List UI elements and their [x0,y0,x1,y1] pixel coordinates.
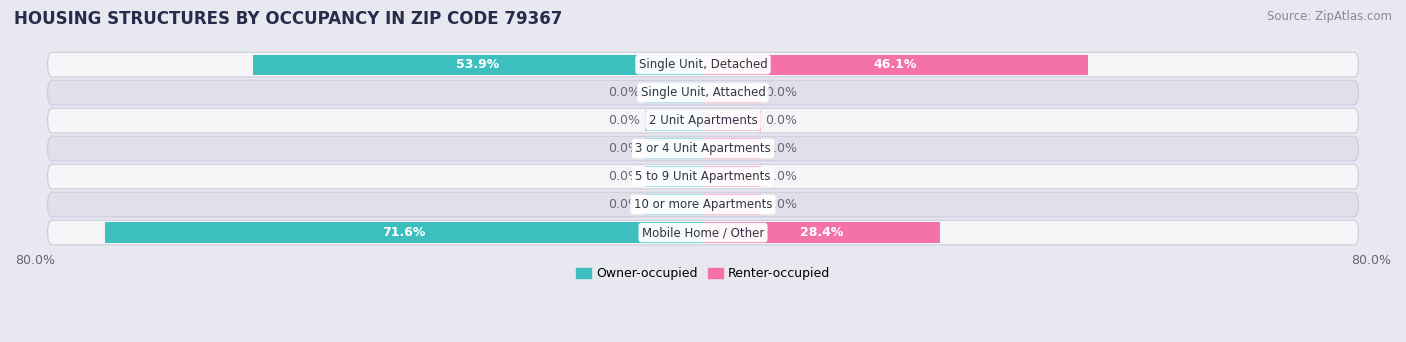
Bar [253,54,703,75]
Text: Mobile Home / Other: Mobile Home / Other [641,226,765,239]
Bar [644,195,703,215]
Text: 0.0%: 0.0% [766,86,797,99]
Bar [105,223,703,242]
FancyBboxPatch shape [48,136,1358,161]
Text: 3 or 4 Unit Apartments: 3 or 4 Unit Apartments [636,142,770,155]
FancyBboxPatch shape [48,80,1358,105]
FancyBboxPatch shape [48,164,1358,189]
Bar [644,139,703,159]
Legend: Owner-occupied, Renter-occupied: Owner-occupied, Renter-occupied [571,262,835,286]
Text: 0.0%: 0.0% [766,198,797,211]
Text: 0.0%: 0.0% [609,170,640,183]
Text: 53.9%: 53.9% [457,58,499,71]
Text: Single Unit, Detached: Single Unit, Detached [638,58,768,71]
Text: 46.1%: 46.1% [873,58,917,71]
FancyBboxPatch shape [48,52,1358,77]
Text: 0.0%: 0.0% [766,170,797,183]
Bar [703,110,762,131]
Text: 0.0%: 0.0% [609,86,640,99]
Text: 5 to 9 Unit Apartments: 5 to 9 Unit Apartments [636,170,770,183]
FancyBboxPatch shape [48,192,1358,217]
Text: 0.0%: 0.0% [609,142,640,155]
Bar [703,195,762,215]
Bar [703,167,762,187]
FancyBboxPatch shape [48,108,1358,133]
Text: 0.0%: 0.0% [609,114,640,127]
Text: Source: ZipAtlas.com: Source: ZipAtlas.com [1267,10,1392,23]
Text: 0.0%: 0.0% [766,114,797,127]
Bar [644,167,703,187]
Bar [644,82,703,103]
Text: 2 Unit Apartments: 2 Unit Apartments [648,114,758,127]
Text: 0.0%: 0.0% [609,198,640,211]
FancyBboxPatch shape [48,220,1358,245]
Bar [703,82,762,103]
Text: 10 or more Apartments: 10 or more Apartments [634,198,772,211]
Text: Single Unit, Attached: Single Unit, Attached [641,86,765,99]
Text: 28.4%: 28.4% [800,226,844,239]
Text: 0.0%: 0.0% [766,142,797,155]
Bar [703,223,941,242]
Text: 71.6%: 71.6% [382,226,426,239]
Bar [703,139,762,159]
Bar [703,54,1088,75]
Bar [644,110,703,131]
Text: HOUSING STRUCTURES BY OCCUPANCY IN ZIP CODE 79367: HOUSING STRUCTURES BY OCCUPANCY IN ZIP C… [14,10,562,28]
